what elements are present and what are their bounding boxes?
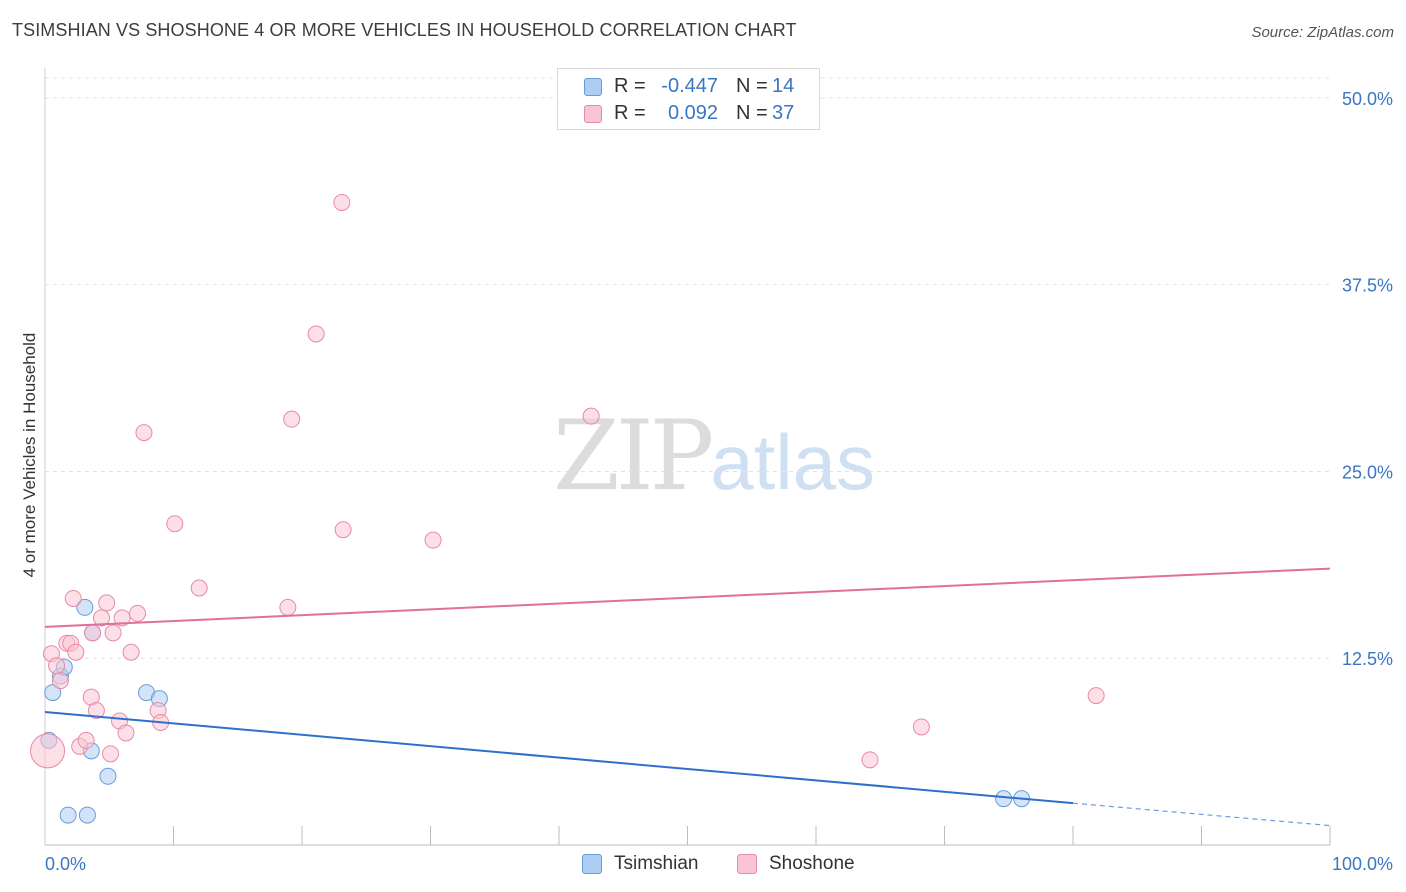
- shoshone-point: [861, 751, 879, 769]
- tsimshian-point: [78, 806, 96, 824]
- y-tick-label: 12.5%: [1342, 649, 1393, 669]
- shoshone-trend-line: [44, 567, 1331, 628]
- correlation-legend: R = -0.447 N = 14 R = 0.092 N = 37: [557, 68, 820, 130]
- y-tick-label: 25.0%: [1342, 462, 1393, 482]
- shoshone-point: [77, 731, 95, 749]
- series-swatch-shoshone: [737, 854, 757, 874]
- tsimshian-point: [59, 806, 77, 824]
- shoshone-point: [117, 724, 135, 742]
- shoshone-point: [122, 643, 140, 661]
- y-tick-label: 50.0%: [1342, 89, 1393, 109]
- shoshone-point: [51, 672, 69, 690]
- shoshone-point: [48, 657, 66, 675]
- legend-r-label: R =: [614, 102, 646, 124]
- shoshone-point: [283, 410, 301, 428]
- legend-r-value: -0.447: [661, 75, 718, 97]
- series-label-shoshone: Shoshone: [769, 853, 855, 874]
- tsimshian-point: [44, 684, 62, 702]
- legend-swatch-shoshone: [584, 105, 602, 123]
- shoshone-point: [334, 521, 352, 539]
- shoshone-point: [307, 325, 325, 343]
- shoshone-point: [102, 745, 120, 763]
- shoshone-point: [166, 515, 184, 533]
- shoshone-point: [1087, 687, 1105, 705]
- legend-r-label: R =: [614, 75, 646, 97]
- chart-title: TSIMSHIAN VS SHOSHONE 4 OR MORE VEHICLES…: [12, 20, 797, 40]
- watermark: ZIPatlas: [553, 400, 875, 512]
- shoshone-point: [67, 643, 85, 661]
- shoshone-point: [87, 702, 105, 720]
- watermark-zip: ZIP: [553, 400, 714, 512]
- legend-row-tsimshian: R = -0.447 N = 14: [558, 74, 819, 100]
- shoshone-point: [93, 609, 111, 627]
- shoshone-point: [98, 594, 116, 612]
- tsimshian-point: [995, 790, 1013, 808]
- shoshone-point: [912, 718, 930, 736]
- y-tick-label: 37.5%: [1342, 276, 1393, 296]
- x-tick-label: 0.0%: [45, 854, 86, 874]
- shoshone-point: [333, 193, 351, 211]
- legend-r-value: 0.092: [667, 102, 718, 124]
- tsimshian-point: [76, 598, 94, 616]
- legend-n-label: N =: [736, 75, 768, 97]
- shoshone-point: [113, 609, 131, 627]
- source-label: Source: ZipAtlas.com: [1251, 24, 1394, 41]
- series-legend: Tsimshian Shoshone: [0, 852, 1406, 878]
- shoshone-point: [30, 733, 66, 769]
- shoshone-point: [129, 604, 147, 622]
- legend-row-shoshone: R = 0.092 N = 37: [558, 101, 819, 127]
- series-swatch-tsimshian: [582, 854, 602, 874]
- legend-n-value: 14: [772, 75, 795, 97]
- tsimshian-trend-line: [44, 711, 1074, 805]
- tsimshian-point: [99, 767, 117, 785]
- shoshone-point: [64, 589, 82, 607]
- series-label-tsimshian: Tsimshian: [614, 853, 699, 874]
- shoshone-point: [135, 424, 153, 442]
- tsimshian-trend-extension: [1072, 802, 1331, 827]
- shoshone-point: [84, 624, 102, 642]
- x-tick-label: 100.0%: [1332, 854, 1393, 874]
- shoshone-point: [190, 579, 208, 597]
- legend-n-label: N =: [736, 102, 768, 124]
- shoshone-point: [582, 407, 600, 425]
- legend-swatch-tsimshian: [584, 78, 602, 96]
- watermark-atlas: atlas: [710, 418, 875, 506]
- shoshone-point: [104, 624, 122, 642]
- shoshone-point: [279, 598, 297, 616]
- shoshone-point: [424, 531, 442, 549]
- legend-n-value: 37: [772, 102, 795, 124]
